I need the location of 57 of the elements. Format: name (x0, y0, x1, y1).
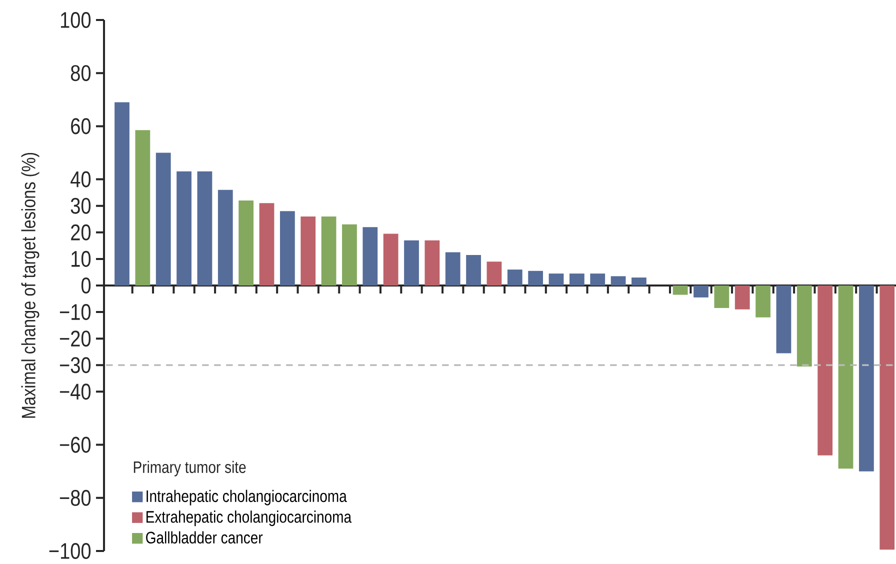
bar (734, 285, 750, 310)
bar (135, 130, 150, 286)
bar (507, 270, 522, 286)
bar (548, 274, 564, 286)
bar (156, 152, 171, 286)
bar (590, 274, 606, 286)
bar (176, 171, 192, 286)
bar (445, 252, 460, 286)
y-tick-label: −20 (60, 330, 91, 347)
y-tick-label: −10 (60, 304, 91, 320)
bar (280, 211, 295, 286)
legend-label: Intrahepatic cholangiocarcinoma (146, 490, 347, 506)
y-tick-label: 40 (70, 171, 91, 188)
y-tick-label: 20 (71, 224, 91, 240)
bar (114, 102, 130, 286)
bar (300, 216, 316, 286)
bar (424, 240, 440, 286)
y-axis-title: Maximal change of target lesions (%) (21, 152, 40, 418)
bar (404, 240, 419, 286)
bar (197, 171, 212, 286)
bar (694, 285, 708, 298)
bar (610, 276, 626, 286)
y-tick-label: −30 (60, 357, 91, 374)
y-tick-label: −60 (60, 436, 91, 453)
y-tick-label: 30 (70, 198, 91, 214)
bar (238, 200, 254, 286)
bar (486, 262, 502, 286)
bar (776, 285, 792, 354)
bar (880, 285, 895, 550)
y-tick-label: 100 (60, 12, 91, 28)
bar (383, 234, 398, 286)
bar (342, 224, 357, 286)
y-tick-label: −80 (60, 490, 91, 506)
y-tick-label: 10 (72, 250, 91, 267)
bar (858, 285, 874, 472)
bar (321, 216, 336, 286)
bar (218, 190, 233, 286)
y-tick-label: −100 (49, 542, 91, 560)
y-tick-label: 0 (81, 277, 91, 294)
bar (756, 285, 770, 318)
bar (714, 285, 730, 308)
bar (632, 278, 646, 286)
bar (796, 285, 812, 366)
bar (838, 285, 854, 469)
bar (259, 203, 274, 286)
legend-title: Primary tumor site (134, 460, 246, 476)
bar (672, 285, 688, 295)
bar (466, 254, 481, 286)
bar (528, 270, 544, 286)
legend-label: Gallbladder cancer (146, 531, 263, 544)
bar (818, 285, 833, 456)
y-tick-label: 60 (71, 118, 91, 134)
bar (362, 227, 378, 286)
legend-label: Extrahepatic cholangiocarcinoma (146, 510, 352, 526)
y-tick-label: 80 (70, 65, 91, 82)
bar (569, 274, 584, 286)
y-tick-label: −40 (60, 384, 91, 400)
